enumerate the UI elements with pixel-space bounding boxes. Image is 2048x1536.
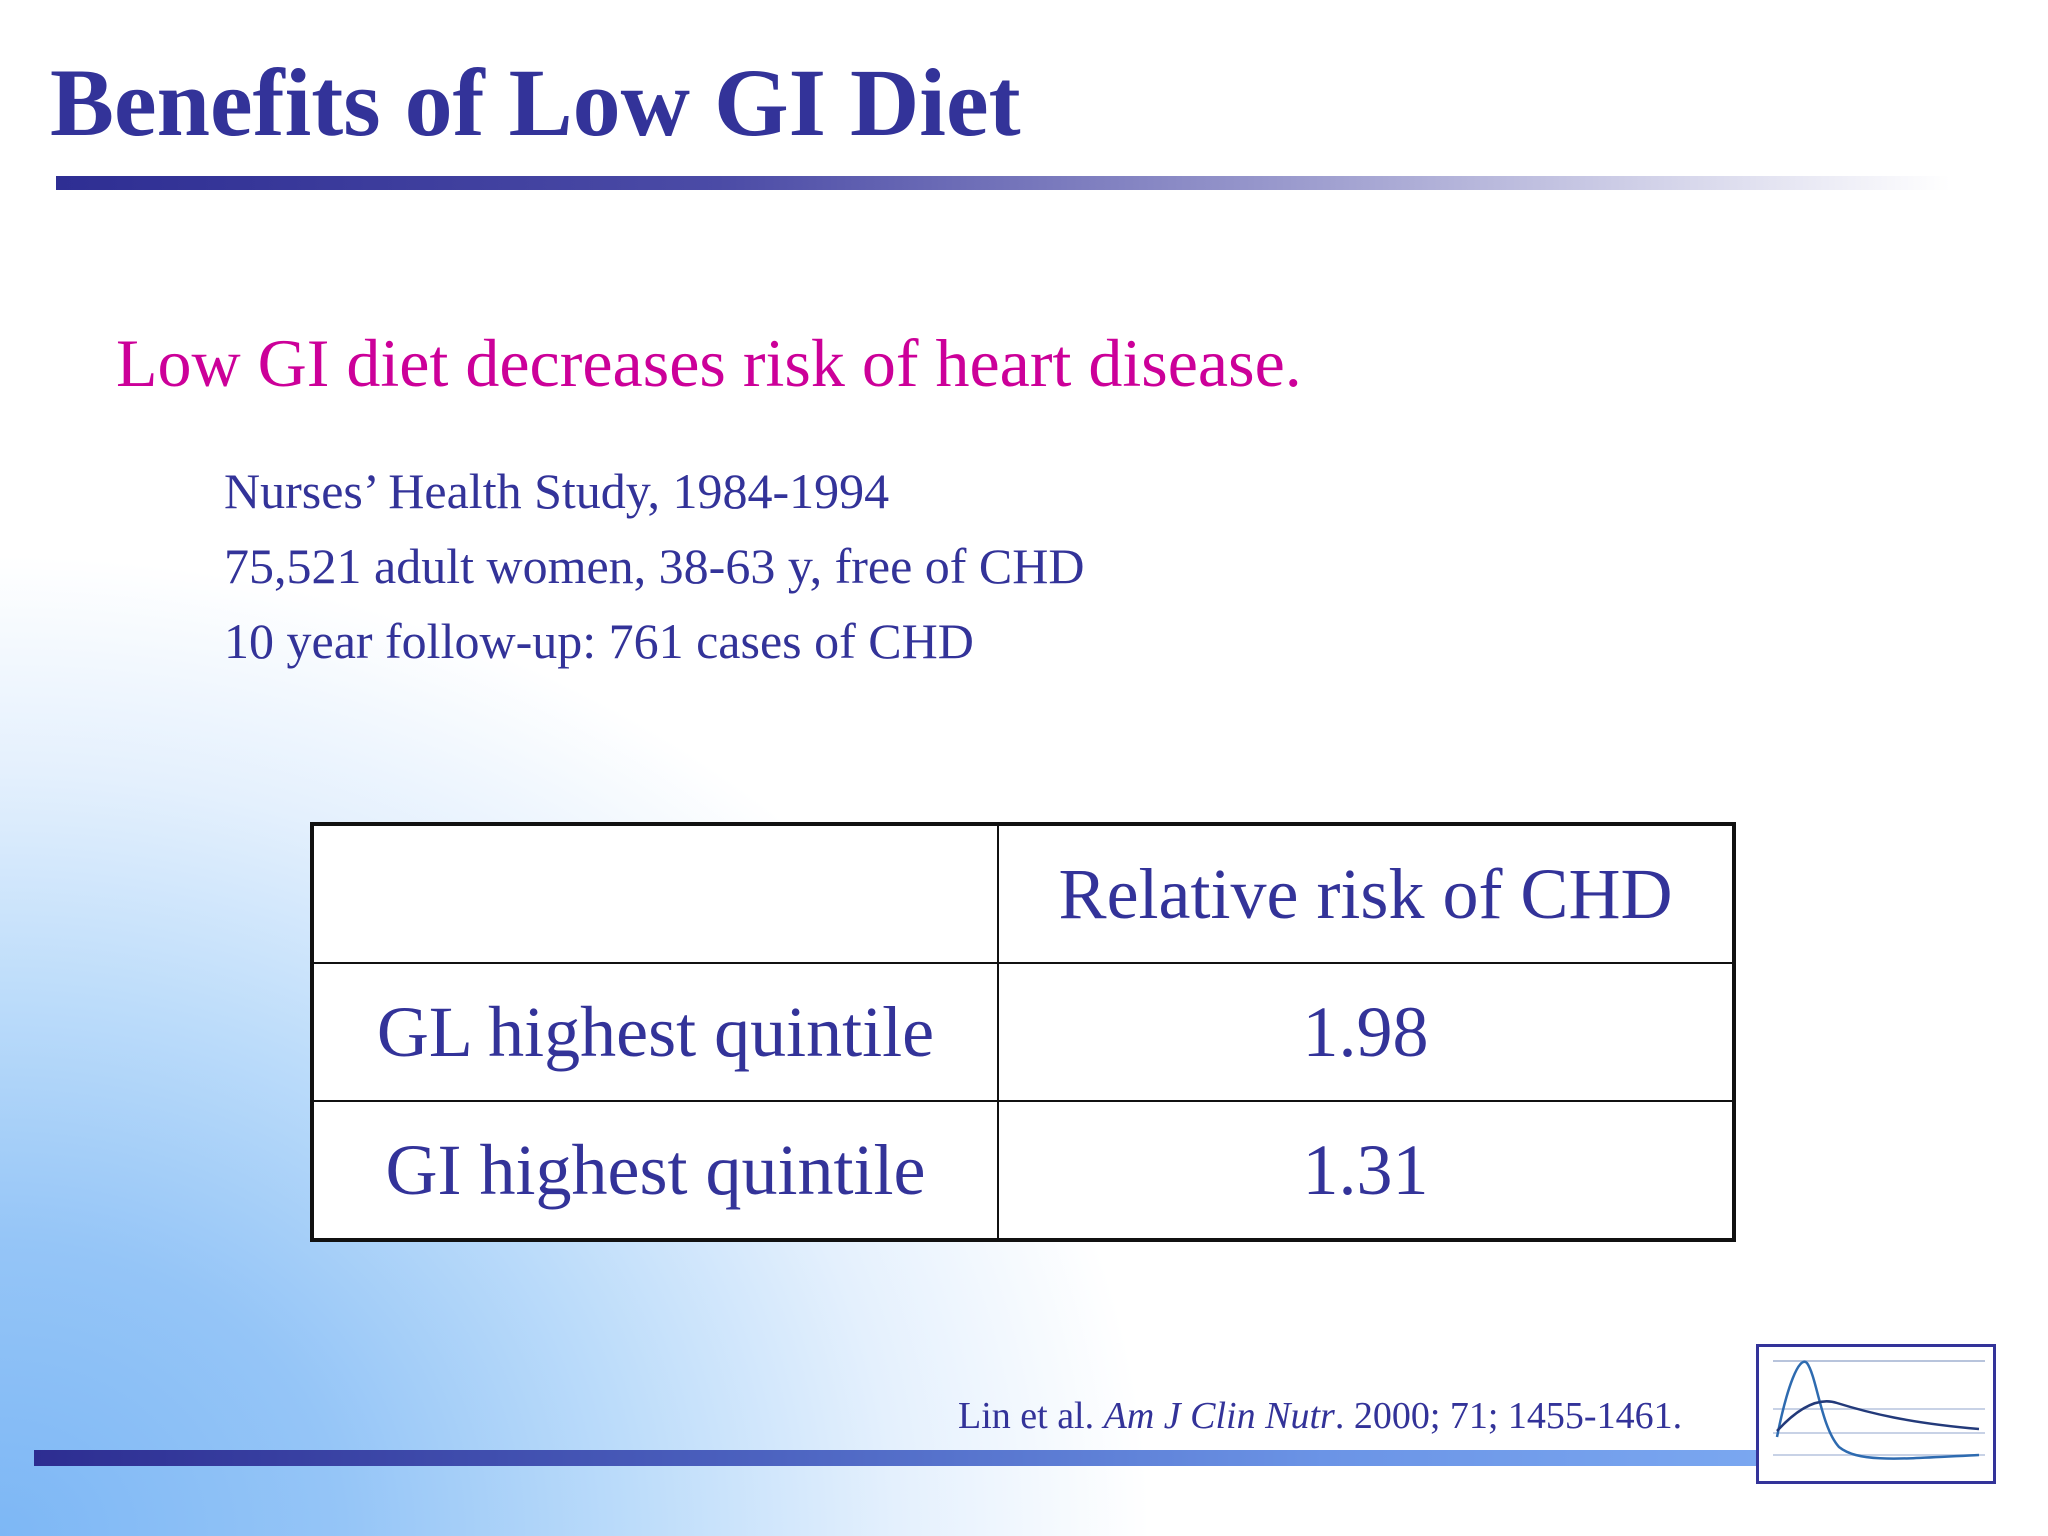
study-details: Nurses’ Health Study, 1984-1994 75,521 a…	[224, 454, 1084, 679]
study-line: 75,521 adult women, 38-63 y, free of CHD	[224, 538, 1085, 594]
footer-rule	[34, 1450, 1756, 1466]
table-row: GL highest quintile 1.98	[311, 962, 1735, 1102]
study-line: Nurses’ Health Study, 1984-1994	[224, 463, 890, 519]
table-header-row: Relative risk of CHD	[311, 823, 1735, 964]
title-underline	[56, 176, 1950, 190]
relative-risk-table: Relative risk of CHD GL highest quintile…	[310, 822, 1736, 1242]
slide-subtitle: Low GI diet decreases risk of heart dise…	[116, 325, 1302, 401]
study-line: 10 year follow-up: 761 cases of CHD	[224, 613, 974, 669]
row-value: 1.31	[997, 1100, 1735, 1241]
table-row: GI highest quintile 1.31	[311, 1100, 1735, 1241]
citation: Lin et al. Am J Clin Nutr. 2000; 71; 145…	[958, 1394, 1682, 1438]
citation-journal: Am J Clin Nutr	[1103, 1395, 1335, 1437]
slide-title: Benefits of Low GI Diet	[50, 49, 1021, 156]
table-header-cell: Relative risk of CHD	[997, 823, 1735, 964]
row-label: GL highest quintile	[311, 962, 999, 1102]
glycemic-response-curve-icon	[1756, 1344, 1996, 1484]
citation-authors: Lin et al.	[958, 1395, 1095, 1437]
citation-details: . 2000; 71; 1455-1461.	[1334, 1395, 1683, 1437]
row-value: 1.98	[997, 962, 1735, 1102]
row-label: GI highest quintile	[311, 1100, 999, 1241]
table-header-cell-empty	[311, 823, 999, 964]
